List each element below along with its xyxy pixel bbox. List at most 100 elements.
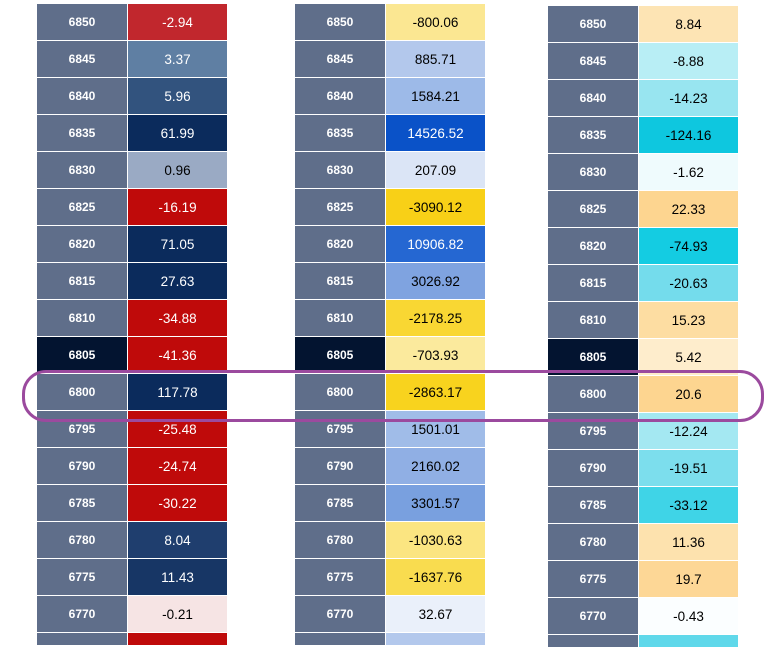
table-row: 6805 -41.36 <box>37 337 227 374</box>
strike-cell: 6795 <box>548 413 639 449</box>
heatmap-table-1: 6850 -2.94 6845 3.37 6840 5.96 6835 61.99 6830 0.… <box>37 4 227 645</box>
table-row: 6850 8.84 <box>548 6 738 43</box>
strike-cell: 6770 <box>295 596 386 632</box>
table-row: 6790 2160.02 <box>295 448 485 485</box>
table-row: 6825 22.33 <box>548 191 738 228</box>
table-row: 6810 -2178.25 <box>295 300 485 337</box>
strike-cell: 6840 <box>37 78 128 114</box>
strike-cell: 6795 <box>37 411 128 447</box>
table-row: 6805 -703.93 <box>295 337 485 374</box>
value-cell: 61.99 <box>128 115 227 151</box>
strike-cell: 6805 <box>37 337 128 373</box>
strike-cell: 6785 <box>548 487 639 523</box>
value-cell: 32.67 <box>386 596 485 632</box>
table-row: 6820 71.05 <box>37 226 227 263</box>
table-row: 6775 11.43 <box>37 559 227 596</box>
strike-cell: 6805 <box>548 339 639 375</box>
value-cell: -33.12 <box>639 487 738 523</box>
value-cell: 20.6 <box>639 376 738 412</box>
value-cell: 0.96 <box>128 152 227 188</box>
table-row: 6825 -3090.12 <box>295 189 485 226</box>
value-cell: 1501.01 <box>386 411 485 447</box>
strike-cell: 6850 <box>548 6 639 42</box>
strike-cell: 6815 <box>37 263 128 299</box>
value-cell: 3026.92 <box>386 263 485 299</box>
table-row: 6785 -33.12 <box>548 487 738 524</box>
strike-cell: 6780 <box>295 522 386 558</box>
strike-cell: 6810 <box>548 302 639 338</box>
heatmap-table-2: 6850 -800.06 6845 885.71 6840 1584.21 6835 1452… <box>295 4 485 645</box>
value-cell: 8.84 <box>639 6 738 42</box>
value-cell: -2.94 <box>128 4 227 40</box>
strike-cell: 6840 <box>295 78 386 114</box>
strike-cell: 6800 <box>37 374 128 410</box>
strike-cell: 6815 <box>295 263 386 299</box>
table-row: 6770 -0.43 <box>548 598 738 635</box>
value-cell: -12.24 <box>639 413 738 449</box>
strike-cell: 6775 <box>37 559 128 595</box>
strike-cell: 6790 <box>37 448 128 484</box>
table-row: 6800 117.78 <box>37 374 227 411</box>
table-row-partial <box>295 633 485 645</box>
table-row: 6840 -14.23 <box>548 80 738 117</box>
table-row: 6800 -2863.17 <box>295 374 485 411</box>
table-row: 6815 3026.92 <box>295 263 485 300</box>
strike-cell: 6830 <box>548 154 639 190</box>
table-row: 6775 19.7 <box>548 561 738 598</box>
value-cell: -19.51 <box>639 450 738 486</box>
value-cell: 14526.52 <box>386 115 485 151</box>
strike-cell: 6785 <box>37 485 128 521</box>
strike-cell: 6835 <box>37 115 128 151</box>
value-cell: 117.78 <box>128 374 227 410</box>
strike-cell: 6830 <box>295 152 386 188</box>
strike-cell: 6810 <box>37 300 128 336</box>
value-cell: 11.43 <box>128 559 227 595</box>
value-cell: -1030.63 <box>386 522 485 558</box>
table-row: 6825 -16.19 <box>37 189 227 226</box>
value-cell: -74.93 <box>639 228 738 264</box>
strike-cell: 6850 <box>37 4 128 40</box>
value-cell: 27.63 <box>128 263 227 299</box>
table-row: 6820 10906.82 <box>295 226 485 263</box>
strike-cell: 6790 <box>295 448 386 484</box>
strike-cell: 6800 <box>295 374 386 410</box>
value-cell: -34.88 <box>128 300 227 336</box>
value-cell: 11.36 <box>639 524 738 560</box>
value-cell: -8.88 <box>639 43 738 79</box>
value-cell: -30.22 <box>128 485 227 521</box>
table-row: 6845 3.37 <box>37 41 227 78</box>
value-cell: -14.23 <box>639 80 738 116</box>
strike-cell: 6775 <box>295 559 386 595</box>
table-row: 6820 -74.93 <box>548 228 738 265</box>
table-row: 6785 -30.22 <box>37 485 227 522</box>
value-cell: -0.21 <box>128 596 227 632</box>
table-row: 6835 -124.16 <box>548 117 738 154</box>
value-cell: -25.48 <box>128 411 227 447</box>
table-row: 6805 5.42 <box>548 339 738 376</box>
value-cell: 5.42 <box>639 339 738 375</box>
heatmap-table-3: 6850 8.84 6845 -8.88 6840 -14.23 6835 -124.16 68… <box>548 6 738 647</box>
value-cell: 1584.21 <box>386 78 485 114</box>
strike-cell: 6790 <box>548 450 639 486</box>
value-cell: -3090.12 <box>386 189 485 225</box>
table-row: 6830 -1.62 <box>548 154 738 191</box>
table-row: 6850 -800.06 <box>295 4 485 41</box>
table-row: 6810 -34.88 <box>37 300 227 337</box>
table-row: 6800 20.6 <box>548 376 738 413</box>
value-cell: 71.05 <box>128 226 227 262</box>
table-row: 6790 -24.74 <box>37 448 227 485</box>
table-row: 6770 32.67 <box>295 596 485 633</box>
value-cell: -1.62 <box>639 154 738 190</box>
value-cell: 8.04 <box>128 522 227 558</box>
value-cell: -24.74 <box>128 448 227 484</box>
value-cell: -0.43 <box>639 598 738 634</box>
value-cell: 3301.57 <box>386 485 485 521</box>
table-row: 6830 0.96 <box>37 152 227 189</box>
strike-cell: 6845 <box>548 43 639 79</box>
strike-cell: 6825 <box>295 189 386 225</box>
strike-cell: 6775 <box>548 561 639 597</box>
strike-cell: 6785 <box>295 485 386 521</box>
strike-cell: 6845 <box>37 41 128 77</box>
strike-cell: 6820 <box>548 228 639 264</box>
value-cell: 207.09 <box>386 152 485 188</box>
